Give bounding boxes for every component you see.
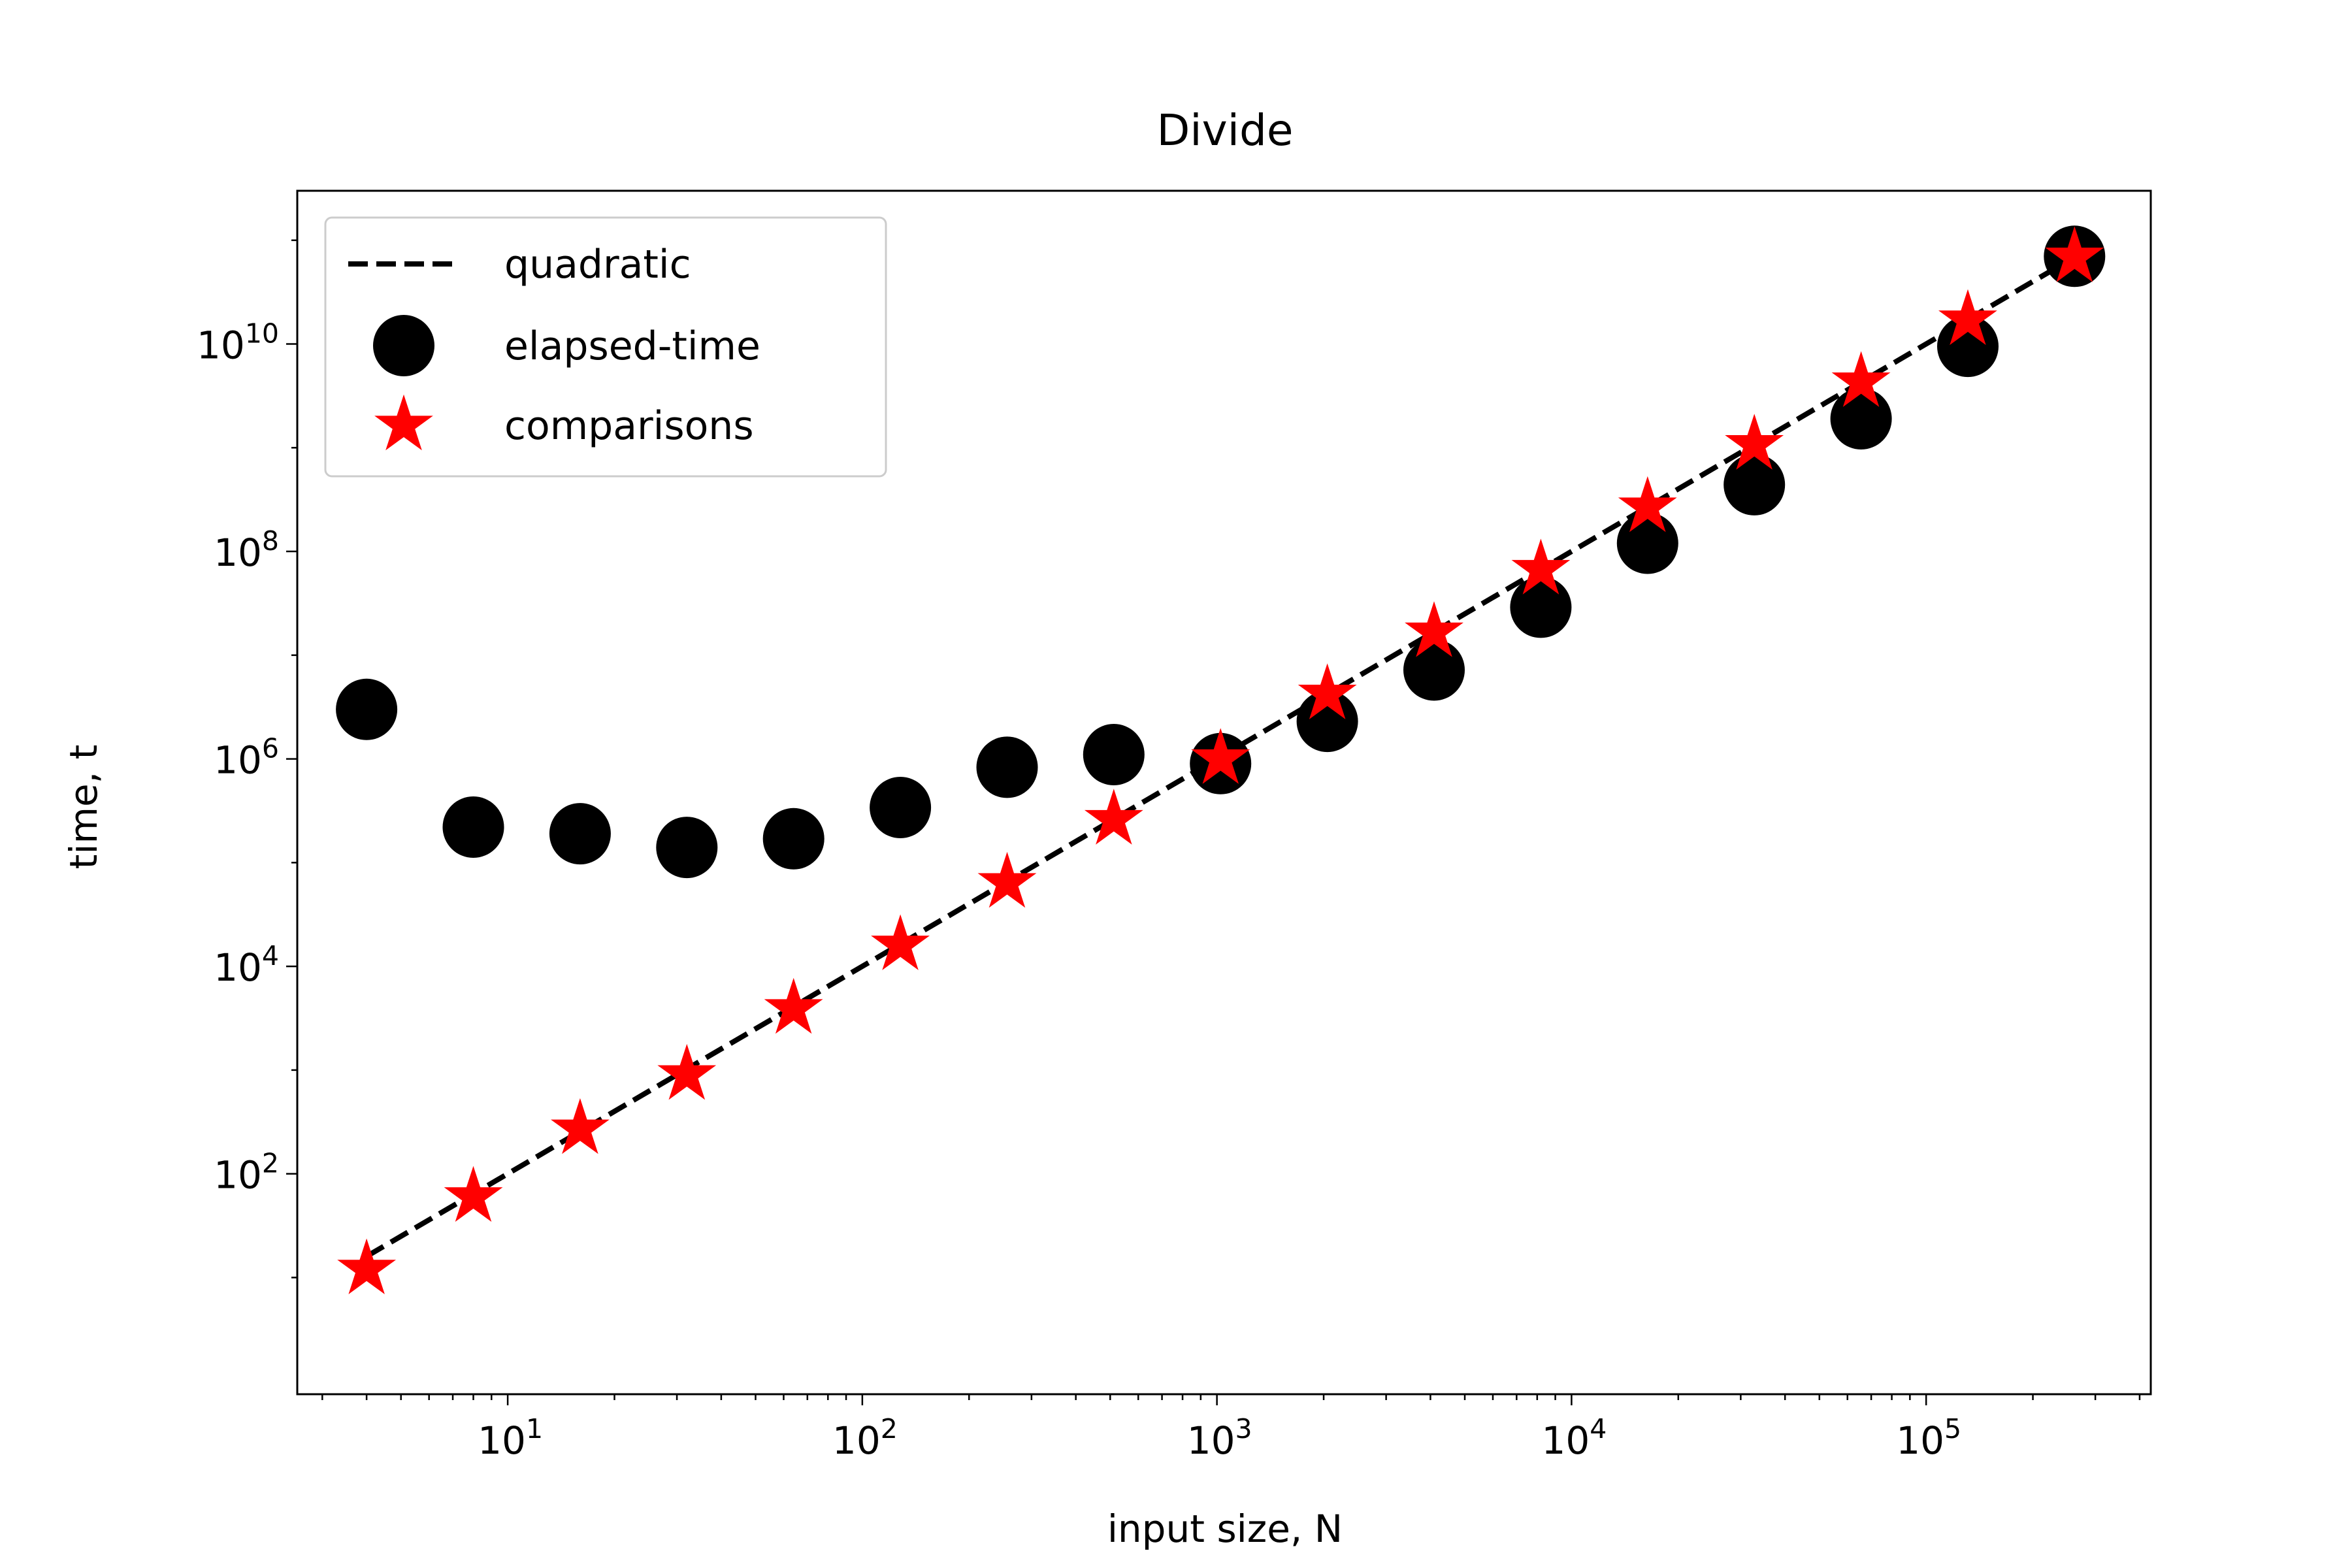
- tick-label-exponent: 2: [881, 1413, 898, 1445]
- x-tick-label: 102: [832, 1413, 898, 1463]
- legend: quadratic elapsed-time comparisons: [324, 216, 887, 478]
- tick-label-base: 10: [214, 1153, 262, 1198]
- tick-label-base: 10: [214, 738, 262, 783]
- point-elapsed-time: [442, 796, 504, 858]
- tick-label-base: 10: [214, 531, 262, 575]
- point-elapsed-time: [976, 736, 1038, 798]
- point-comparisons: [1511, 538, 1571, 595]
- point-elapsed-time: [1723, 453, 1786, 515]
- tick-label-exponent: 4: [262, 940, 279, 972]
- tick-label-exponent: 3: [1235, 1413, 1252, 1445]
- point-elapsed-time: [656, 817, 718, 879]
- tick-label-base: 10: [832, 1418, 881, 1463]
- tick-label-exponent: 1: [526, 1413, 543, 1445]
- point-elapsed-time: [549, 803, 611, 865]
- point-comparisons: [551, 1098, 610, 1154]
- point-elapsed-time: [1296, 691, 1358, 753]
- point-elapsed-time: [336, 678, 398, 740]
- point-comparisons: [1725, 414, 1784, 470]
- tick-label-exponent: 8: [262, 525, 279, 557]
- legend-label: elapsed-time: [504, 323, 760, 369]
- tick-label-base: 10: [1187, 1418, 1235, 1463]
- x-axis-label: input size, N: [1107, 1507, 1343, 1551]
- point-comparisons: [337, 1238, 397, 1295]
- point-comparisons: [1298, 663, 1357, 719]
- legend-label: quadratic: [504, 242, 691, 287]
- tick-label-base: 10: [214, 945, 262, 990]
- point-elapsed-time: [1616, 512, 1678, 574]
- y-tick-label: 106: [214, 733, 279, 783]
- tick-label-base: 10: [478, 1418, 526, 1463]
- point-comparisons: [1938, 289, 1997, 346]
- point-comparisons: [977, 851, 1037, 908]
- point-elapsed-time: [1083, 724, 1145, 785]
- point-comparisons: [764, 977, 823, 1034]
- point-comparisons: [871, 914, 930, 970]
- point-comparisons: [1405, 601, 1463, 657]
- point-elapsed-time: [1510, 576, 1572, 638]
- tick-label-base: 10: [1541, 1418, 1590, 1463]
- y-tick-label: 108: [214, 525, 279, 575]
- tick-label-exponent: 4: [1590, 1413, 1607, 1445]
- plot-frame: [296, 189, 2152, 1396]
- chart-title: Divide: [1156, 105, 1293, 155]
- point-comparisons: [1831, 351, 1891, 407]
- legend-box: [324, 216, 887, 478]
- point-comparisons: [2045, 226, 2104, 282]
- point-comparisons: [1084, 789, 1143, 845]
- tick-label-base: 10: [197, 323, 245, 368]
- point-comparisons: [1191, 728, 1250, 784]
- point-comparisons: [444, 1166, 503, 1222]
- y-axis-label: time, t: [61, 745, 106, 870]
- point-elapsed-time: [1937, 316, 1999, 378]
- point-comparisons: [1618, 476, 1677, 532]
- x-tick-label: 103: [1187, 1413, 1252, 1463]
- tick-label-base: 10: [1896, 1418, 1944, 1463]
- tick-label-exponent: 5: [1944, 1413, 1961, 1445]
- x-tick-label: 101: [478, 1413, 543, 1463]
- point-elapsed-time: [870, 777, 932, 838]
- y-tick-label: 102: [214, 1148, 279, 1198]
- y-tick-label: 1010: [197, 318, 279, 368]
- tick-label-exponent: 2: [262, 1148, 279, 1179]
- point-elapsed-time: [762, 808, 825, 870]
- x-tick-label: 105: [1896, 1413, 1961, 1463]
- tick-label-exponent: 10: [245, 318, 279, 350]
- series-layer: [336, 225, 2106, 1295]
- point-comparisons: [657, 1043, 717, 1100]
- legend-label: comparisons: [504, 403, 754, 449]
- tick-label-exponent: 6: [262, 733, 279, 764]
- x-tick-label: 104: [1541, 1413, 1607, 1463]
- legend-swatch-elapsed-time: [373, 315, 434, 376]
- point-elapsed-time: [1830, 388, 1892, 449]
- point-elapsed-time: [1403, 639, 1465, 701]
- legend-swatch-comparisons: [374, 394, 433, 451]
- y-tick-label: 104: [214, 940, 279, 990]
